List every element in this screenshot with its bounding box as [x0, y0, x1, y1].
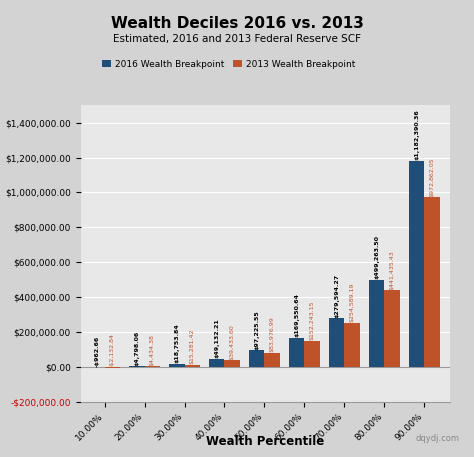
- Text: $97,225.55: $97,225.55: [255, 310, 259, 350]
- Text: dqydj.com: dqydj.com: [416, 434, 460, 443]
- Text: $254,589.19: $254,589.19: [349, 283, 355, 322]
- Text: $1,182,390.36: $1,182,390.36: [414, 109, 419, 160]
- Bar: [264, 352, 280, 367]
- Text: $169,550.64: $169,550.64: [294, 293, 299, 337]
- Text: Wealth Deciles 2016 vs. 2013: Wealth Deciles 2016 vs. 2013: [110, 16, 364, 31]
- Legend: 2016 Wealth Breakpoint, 2013 Wealth Breakpoint: 2016 Wealth Breakpoint, 2013 Wealth Brea…: [98, 56, 359, 72]
- Bar: [210, 359, 225, 367]
- Text: $279,594.27: $279,594.27: [334, 274, 339, 318]
- Text: $15,281.42: $15,281.42: [190, 329, 195, 364]
- Bar: [384, 290, 400, 367]
- Text: $18,753.84: $18,753.84: [174, 324, 179, 363]
- Bar: [409, 160, 424, 367]
- Text: -$2,132.84: -$2,132.84: [109, 333, 115, 367]
- Text: $441,435.43: $441,435.43: [390, 250, 394, 290]
- Bar: [424, 197, 439, 367]
- Text: $972,862.05: $972,862.05: [429, 157, 434, 197]
- Text: $83,976.99: $83,976.99: [270, 316, 274, 352]
- Bar: [304, 340, 319, 367]
- Bar: [329, 319, 345, 367]
- Bar: [289, 338, 304, 367]
- Text: $49,132.21: $49,132.21: [214, 319, 219, 358]
- Text: -$962.66: -$962.66: [94, 335, 100, 367]
- Text: $39,433.60: $39,433.60: [229, 324, 235, 360]
- Text: $152,243.15: $152,243.15: [310, 301, 315, 340]
- Bar: [225, 360, 240, 367]
- Bar: [169, 364, 184, 367]
- Text: $499,263.50: $499,263.50: [374, 235, 379, 279]
- Text: Estimated, 2016 and 2013 Federal Reserve SCF: Estimated, 2016 and 2013 Federal Reserve…: [113, 34, 361, 44]
- Text: Wealth Percentile: Wealth Percentile: [206, 435, 325, 448]
- Bar: [369, 280, 384, 367]
- Text: $4,434.38: $4,434.38: [150, 334, 155, 366]
- Bar: [184, 365, 200, 367]
- Bar: [249, 350, 264, 367]
- Text: $4,798.06: $4,798.06: [135, 330, 139, 366]
- Bar: [345, 323, 360, 367]
